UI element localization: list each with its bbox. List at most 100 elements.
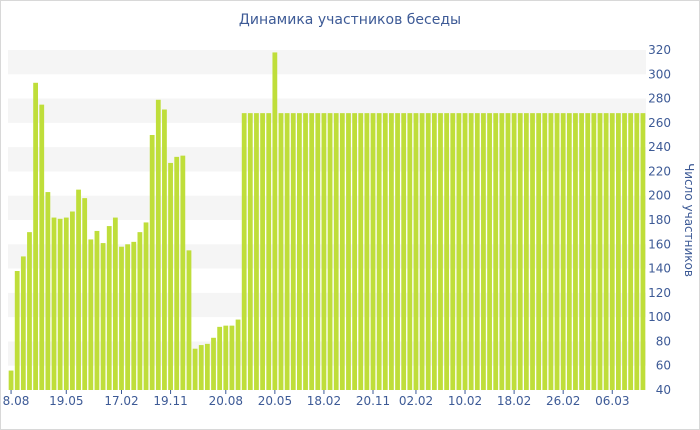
bar [106, 226, 112, 390]
y-tick-label: 260 [648, 116, 671, 130]
y-tick-label: 280 [648, 92, 671, 106]
x-tick-label: 18.02 [307, 394, 341, 408]
bar [119, 246, 124, 390]
x-tick-label: 02.02 [399, 394, 433, 408]
bar [112, 217, 118, 390]
bar [591, 113, 597, 390]
bar [327, 113, 333, 390]
bar [51, 217, 57, 390]
bar [413, 113, 419, 390]
bar [70, 211, 75, 390]
bar [616, 113, 621, 390]
y-tick-label: 80 [656, 334, 671, 348]
chart-title: Динамика участников беседы [238, 12, 462, 28]
bar [33, 82, 38, 390]
bar [76, 189, 81, 390]
bar [149, 135, 155, 390]
bar [431, 113, 437, 390]
bar [554, 113, 560, 390]
bar [389, 113, 394, 390]
bar [419, 113, 425, 390]
bar [247, 113, 253, 390]
bar [321, 113, 327, 390]
bar [309, 113, 315, 390]
bar [395, 113, 400, 390]
bar [468, 113, 474, 390]
bar [315, 113, 321, 390]
bar [481, 113, 486, 390]
bar [254, 113, 259, 390]
bar [493, 113, 499, 390]
bar [94, 230, 100, 390]
bar [401, 113, 407, 390]
bar [88, 239, 94, 390]
bar [523, 113, 529, 390]
bar [155, 99, 161, 390]
bar [566, 113, 572, 390]
bar [168, 162, 173, 390]
bar [100, 243, 106, 390]
bar [8, 370, 14, 390]
bar [186, 250, 192, 390]
bar [198, 345, 204, 390]
y-tick-label: 60 [656, 359, 671, 373]
bar [487, 113, 492, 390]
bar [14, 271, 20, 390]
x-tick-label: 20.05 [258, 394, 292, 408]
bar [382, 113, 388, 390]
bar [20, 256, 26, 390]
bar [640, 113, 646, 390]
bar [57, 218, 63, 390]
bar [474, 113, 480, 390]
y-tick-label: 140 [648, 262, 671, 276]
bar [346, 113, 351, 390]
bar [438, 113, 443, 390]
bar [241, 113, 247, 390]
bar [45, 192, 51, 390]
bar [358, 113, 364, 390]
bars [8, 52, 646, 391]
y-tick-label: 160 [648, 237, 671, 251]
y-tick-label: 300 [648, 67, 671, 81]
bar [192, 348, 198, 390]
y-axis-ticks: 40 60 80 100 120 140 160 180 200 220 240 260 280 300 3… [648, 43, 671, 397]
bar [622, 113, 627, 390]
bar [573, 113, 578, 390]
bar [63, 217, 69, 390]
bar [82, 198, 88, 390]
bar [444, 113, 450, 390]
bar [542, 113, 548, 390]
y-tick-label: 200 [648, 189, 671, 203]
bar [511, 113, 517, 390]
y-tick-label: 240 [648, 140, 671, 154]
bar [603, 113, 609, 390]
bar [579, 113, 584, 390]
x-tick-label: 17.02 [104, 394, 138, 408]
y-tick-label: 220 [648, 164, 671, 178]
bar [131, 241, 137, 390]
bar [333, 113, 339, 390]
x-axis-ticks: 8.08 19.05 17.02 19.11 20.08 20.05 18.02 20.11 0… [3, 390, 629, 408]
x-tick-label: 10.02 [448, 394, 482, 408]
bar [229, 325, 235, 390]
bar [376, 113, 382, 390]
bar [407, 113, 413, 390]
bar [125, 244, 131, 390]
bar [634, 113, 640, 390]
bar [297, 113, 302, 390]
bar [450, 113, 456, 390]
bar [272, 52, 278, 391]
x-tick-label: 26.02 [546, 394, 580, 408]
x-tick-label: 20.11 [356, 394, 390, 408]
bar [143, 222, 149, 390]
x-tick-label: 18.02 [497, 394, 531, 408]
bar [499, 113, 505, 390]
bar [180, 155, 186, 390]
bar [548, 113, 554, 390]
x-tick-label: 19.05 [49, 394, 83, 408]
bar [597, 113, 603, 390]
grid-band [8, 50, 646, 75]
bar [204, 343, 210, 390]
bar [560, 113, 566, 390]
